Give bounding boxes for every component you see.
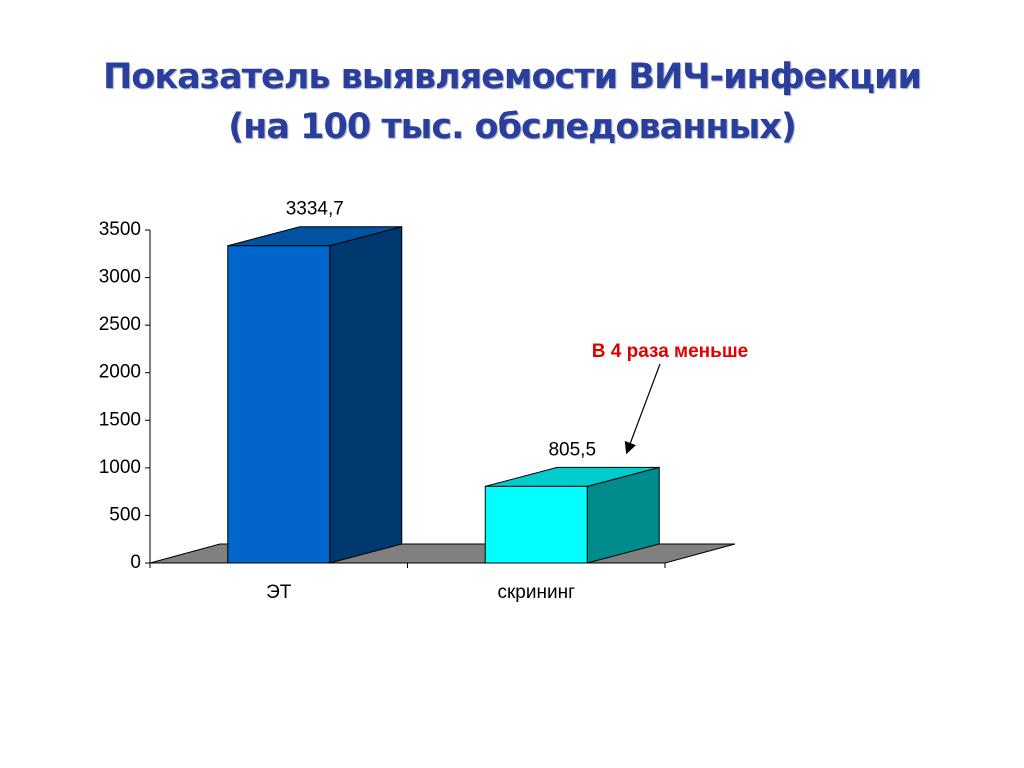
value-label: 805,5 xyxy=(548,439,596,460)
x-tick-label: скрининг xyxy=(497,582,575,603)
value-label: 3334,7 xyxy=(286,199,344,220)
y-tick-label: 3000 xyxy=(99,267,141,288)
y-tick-label: 2000 xyxy=(99,362,141,383)
y-tick-label: 1000 xyxy=(99,457,141,478)
annotation-arrow xyxy=(624,363,661,455)
y-tick-label: 2500 xyxy=(99,314,141,335)
y-tick-label: 0 xyxy=(130,552,141,573)
bar xyxy=(227,245,331,564)
y-tick-label: 500 xyxy=(109,504,141,525)
y-tick-label: 1500 xyxy=(99,409,141,430)
bar xyxy=(484,485,588,564)
x-tick-label: ЭТ xyxy=(266,582,292,603)
bar-side xyxy=(329,226,403,564)
annotation: В 4 раза меньше xyxy=(592,341,748,362)
chart-title: Показатель выявляемости ВИЧ-инфекции (на… xyxy=(103,57,922,147)
y-tick-label: 3500 xyxy=(99,219,141,240)
